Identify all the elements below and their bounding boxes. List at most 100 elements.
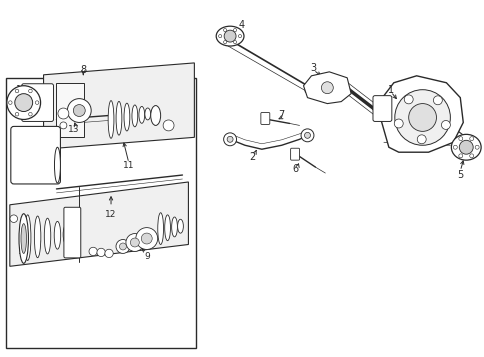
Text: 5: 5 [456, 170, 462, 180]
Ellipse shape [34, 216, 41, 258]
Circle shape [408, 104, 436, 131]
Circle shape [453, 145, 456, 149]
Ellipse shape [116, 101, 121, 135]
Circle shape [141, 233, 152, 244]
Circle shape [60, 122, 67, 129]
Ellipse shape [151, 106, 160, 125]
Polygon shape [303, 72, 350, 104]
Circle shape [116, 240, 130, 253]
Circle shape [304, 132, 310, 138]
Bar [6, 78, 196, 348]
Circle shape [416, 135, 425, 144]
FancyBboxPatch shape [22, 84, 53, 121]
Ellipse shape [304, 87, 305, 93]
Circle shape [29, 112, 32, 116]
Text: 3: 3 [310, 63, 316, 73]
Circle shape [15, 89, 19, 93]
Circle shape [67, 99, 91, 122]
Circle shape [136, 228, 157, 250]
FancyBboxPatch shape [290, 148, 299, 160]
Circle shape [223, 133, 236, 146]
Ellipse shape [165, 215, 170, 241]
Text: 15: 15 [18, 143, 30, 152]
Circle shape [458, 137, 462, 141]
Text: 11: 11 [123, 161, 135, 170]
Circle shape [105, 249, 113, 258]
Circle shape [469, 154, 473, 158]
Text: 8: 8 [80, 65, 86, 75]
Circle shape [29, 89, 32, 93]
Circle shape [163, 120, 174, 131]
Bar [56, 83, 84, 137]
Ellipse shape [313, 87, 315, 93]
Ellipse shape [171, 217, 177, 237]
Ellipse shape [24, 215, 31, 261]
Circle shape [10, 215, 17, 222]
Ellipse shape [145, 108, 151, 120]
FancyBboxPatch shape [372, 96, 391, 121]
Circle shape [440, 120, 450, 129]
Circle shape [227, 136, 233, 142]
Circle shape [35, 101, 39, 104]
Circle shape [119, 243, 126, 250]
Ellipse shape [63, 225, 70, 245]
Circle shape [233, 41, 236, 44]
Circle shape [9, 101, 12, 104]
Ellipse shape [132, 105, 137, 127]
Circle shape [223, 29, 226, 32]
Polygon shape [10, 182, 188, 266]
Text: 1: 1 [387, 85, 393, 95]
Circle shape [433, 96, 441, 105]
Ellipse shape [311, 87, 313, 93]
Ellipse shape [19, 214, 29, 263]
Ellipse shape [54, 147, 60, 183]
Ellipse shape [138, 106, 144, 123]
FancyBboxPatch shape [260, 112, 269, 125]
Circle shape [301, 129, 313, 142]
Ellipse shape [44, 218, 51, 254]
Circle shape [224, 30, 236, 42]
Text: 9: 9 [144, 252, 150, 261]
Circle shape [7, 86, 41, 120]
Circle shape [321, 82, 333, 94]
Circle shape [474, 145, 478, 149]
Circle shape [393, 119, 402, 128]
Text: 7: 7 [278, 111, 284, 121]
Ellipse shape [310, 87, 311, 93]
Circle shape [89, 247, 97, 256]
Text: 10: 10 [18, 247, 30, 256]
Text: 13: 13 [67, 125, 79, 134]
FancyBboxPatch shape [11, 126, 60, 184]
Ellipse shape [177, 219, 183, 233]
Circle shape [97, 248, 105, 257]
Circle shape [130, 238, 139, 247]
Circle shape [126, 233, 143, 251]
Circle shape [458, 140, 472, 154]
Polygon shape [380, 76, 462, 152]
Polygon shape [44, 63, 194, 149]
Circle shape [218, 35, 221, 38]
Circle shape [15, 112, 19, 116]
Ellipse shape [124, 103, 130, 131]
Ellipse shape [21, 223, 27, 253]
Circle shape [223, 41, 226, 44]
Circle shape [394, 90, 450, 145]
Circle shape [233, 29, 236, 32]
Circle shape [458, 154, 462, 158]
Text: 4: 4 [239, 20, 244, 30]
Circle shape [404, 95, 412, 104]
Circle shape [73, 105, 85, 116]
Ellipse shape [157, 213, 163, 245]
Ellipse shape [308, 87, 309, 93]
Text: 2: 2 [248, 152, 255, 162]
Ellipse shape [451, 134, 480, 160]
Circle shape [469, 137, 473, 141]
Circle shape [15, 94, 32, 111]
Ellipse shape [306, 87, 307, 93]
Circle shape [238, 35, 241, 38]
Circle shape [58, 108, 69, 119]
Ellipse shape [216, 26, 243, 46]
FancyBboxPatch shape [64, 207, 81, 258]
Text: 12: 12 [105, 210, 117, 219]
Text: 6: 6 [292, 164, 298, 174]
